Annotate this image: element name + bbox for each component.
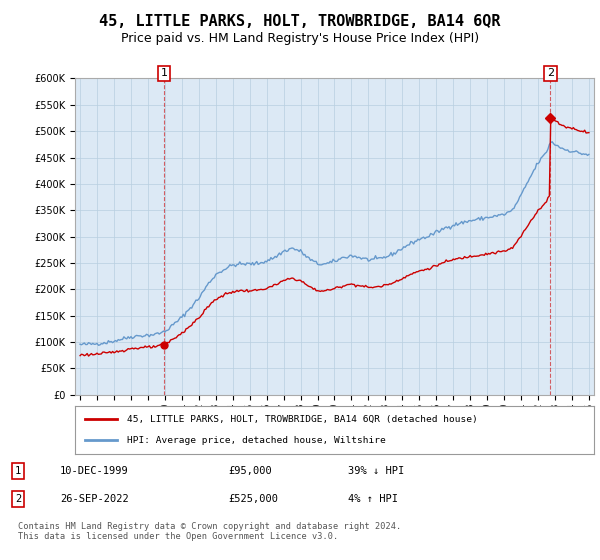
Text: 2: 2 xyxy=(15,494,21,504)
Text: £525,000: £525,000 xyxy=(228,494,278,504)
Text: 1: 1 xyxy=(15,466,21,476)
Text: 26-SEP-2022: 26-SEP-2022 xyxy=(60,494,129,504)
Text: Price paid vs. HM Land Registry's House Price Index (HPI): Price paid vs. HM Land Registry's House … xyxy=(121,32,479,45)
Text: Contains HM Land Registry data © Crown copyright and database right 2024.
This d: Contains HM Land Registry data © Crown c… xyxy=(18,522,401,542)
Text: 10-DEC-1999: 10-DEC-1999 xyxy=(60,466,129,476)
Text: 4% ↑ HPI: 4% ↑ HPI xyxy=(348,494,398,504)
Text: £95,000: £95,000 xyxy=(228,466,272,476)
Text: 2: 2 xyxy=(547,68,554,78)
Text: 1: 1 xyxy=(160,68,167,78)
Text: 45, LITTLE PARKS, HOLT, TROWBRIDGE, BA14 6QR (detached house): 45, LITTLE PARKS, HOLT, TROWBRIDGE, BA14… xyxy=(127,415,478,424)
Text: 39% ↓ HPI: 39% ↓ HPI xyxy=(348,466,404,476)
Text: 45, LITTLE PARKS, HOLT, TROWBRIDGE, BA14 6QR: 45, LITTLE PARKS, HOLT, TROWBRIDGE, BA14… xyxy=(99,14,501,29)
Text: HPI: Average price, detached house, Wiltshire: HPI: Average price, detached house, Wilt… xyxy=(127,436,386,445)
